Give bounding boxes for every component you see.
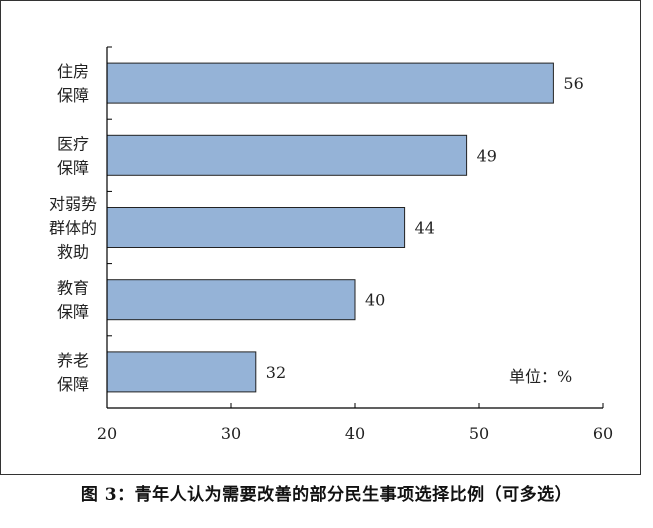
bars-group	[106, 62, 554, 393]
x-tick-label-1: 30	[221, 424, 241, 443]
category-label-3-0: 教育	[57, 279, 89, 298]
value-label-2: 44	[415, 219, 435, 238]
category-label-0-1: 保障	[57, 86, 89, 105]
value-label-0: 56	[563, 74, 583, 93]
category-label-4-0: 养老	[57, 351, 89, 370]
bar-1	[106, 134, 468, 176]
value-label-4: 32	[266, 363, 286, 382]
category-label-2-0: 对弱势	[49, 195, 97, 214]
category-label-2-1: 群体的	[49, 219, 97, 238]
value-label-3: 40	[365, 291, 385, 310]
category-label-2-2: 救助	[57, 243, 89, 262]
chart-frame: 住房 保障 医疗 保障 对弱势 群体的 救助 教育 保障 养老 保障 56 49 44 40 32 20 30…	[0, 0, 641, 475]
category-label-4-1: 保障	[57, 375, 89, 394]
bar-0	[106, 62, 554, 104]
x-tick-label-0: 20	[97, 424, 117, 443]
x-tick-label-2: 40	[345, 424, 365, 443]
category-label-1-0: 医疗	[57, 134, 89, 153]
x-tick-label-3: 50	[469, 424, 489, 443]
category-label-1-1: 保障	[57, 158, 89, 177]
figure-caption: 图 3：青年人认为需要改善的部分民生事项选择比例（可多选）	[80, 485, 573, 505]
axes: 20 30 40 50 60	[97, 46, 613, 443]
value-label-1: 49	[477, 146, 497, 165]
value-labels: 56 49 44 40 32	[266, 74, 584, 382]
category-label-3-1: 保障	[57, 303, 89, 322]
bar-3	[106, 279, 356, 321]
unit-label: 单位：%	[509, 367, 572, 386]
bar-4	[106, 351, 257, 393]
x-tick-label-4: 60	[593, 424, 613, 443]
category-label-0-0: 住房	[57, 62, 89, 81]
bar-2	[106, 207, 406, 248]
